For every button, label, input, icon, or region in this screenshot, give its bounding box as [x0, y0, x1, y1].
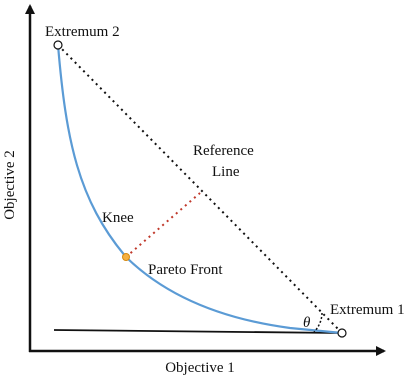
pareto-front-label: Pareto Front: [148, 262, 223, 278]
knee-distance: [125, 192, 201, 258]
reference-line: [57, 44, 343, 334]
extremum-2-point: [53, 40, 63, 50]
knee-label: Knee: [102, 210, 134, 226]
extremum-1-point: [337, 328, 347, 338]
baseline: [53, 329, 343, 334]
reference-line-label: Line: [212, 164, 240, 180]
angle-arc: [313, 312, 323, 333]
extremum-2-label: Extremum 2: [45, 24, 120, 40]
reference-line-label: Reference: [193, 143, 254, 159]
y-axis-label: Objective 2: [2, 150, 18, 220]
angle-label: θ: [303, 315, 311, 331]
extremum-1-label: Extremum 1: [330, 302, 405, 318]
x-axis-label: Objective 1: [165, 360, 235, 376]
knee-point: [122, 253, 130, 261]
